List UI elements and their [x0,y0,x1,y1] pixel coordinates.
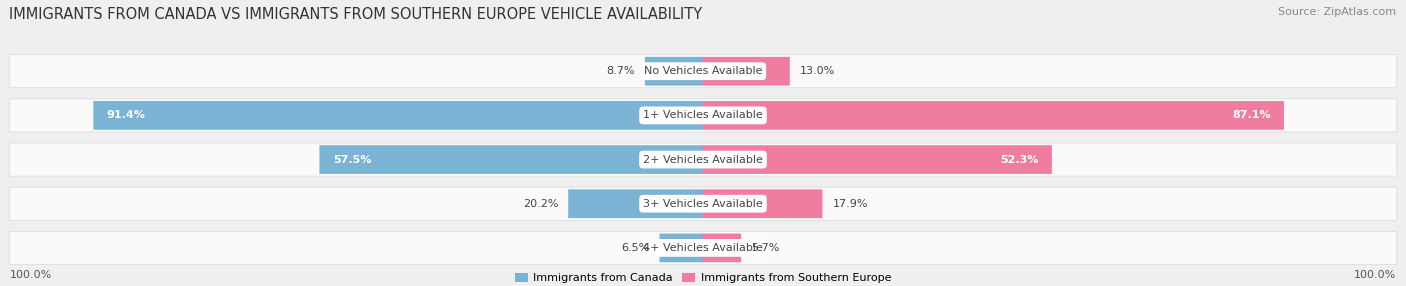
Text: 1+ Vehicles Available: 1+ Vehicles Available [643,110,763,120]
Legend: Immigrants from Canada, Immigrants from Southern Europe: Immigrants from Canada, Immigrants from … [515,273,891,283]
FancyBboxPatch shape [703,57,790,86]
Text: 17.9%: 17.9% [832,199,868,209]
FancyBboxPatch shape [10,143,1396,176]
Text: 87.1%: 87.1% [1232,110,1271,120]
FancyBboxPatch shape [10,231,1396,265]
Text: 2+ Vehicles Available: 2+ Vehicles Available [643,154,763,164]
Text: 57.5%: 57.5% [333,154,371,164]
FancyBboxPatch shape [703,234,741,262]
Text: 100.0%: 100.0% [1354,270,1396,280]
Text: 100.0%: 100.0% [10,270,52,280]
Text: No Vehicles Available: No Vehicles Available [644,66,762,76]
FancyBboxPatch shape [645,57,703,86]
FancyBboxPatch shape [93,101,703,130]
FancyBboxPatch shape [10,187,1396,220]
Text: IMMIGRANTS FROM CANADA VS IMMIGRANTS FROM SOUTHERN EUROPE VEHICLE AVAILABILITY: IMMIGRANTS FROM CANADA VS IMMIGRANTS FRO… [10,7,703,22]
Text: Source: ZipAtlas.com: Source: ZipAtlas.com [1278,7,1396,17]
Text: 91.4%: 91.4% [107,110,146,120]
FancyBboxPatch shape [568,189,703,218]
Text: 5.7%: 5.7% [751,243,779,253]
FancyBboxPatch shape [703,101,1284,130]
Text: 52.3%: 52.3% [1000,154,1039,164]
Text: 3+ Vehicles Available: 3+ Vehicles Available [643,199,763,209]
FancyBboxPatch shape [319,145,703,174]
FancyBboxPatch shape [703,189,823,218]
FancyBboxPatch shape [703,145,1052,174]
Text: 4+ Vehicles Available: 4+ Vehicles Available [643,243,763,253]
FancyBboxPatch shape [10,99,1396,132]
Text: 6.5%: 6.5% [621,243,650,253]
FancyBboxPatch shape [659,234,703,262]
FancyBboxPatch shape [10,55,1396,88]
Text: 8.7%: 8.7% [606,66,636,76]
Text: 20.2%: 20.2% [523,199,558,209]
Text: 13.0%: 13.0% [800,66,835,76]
